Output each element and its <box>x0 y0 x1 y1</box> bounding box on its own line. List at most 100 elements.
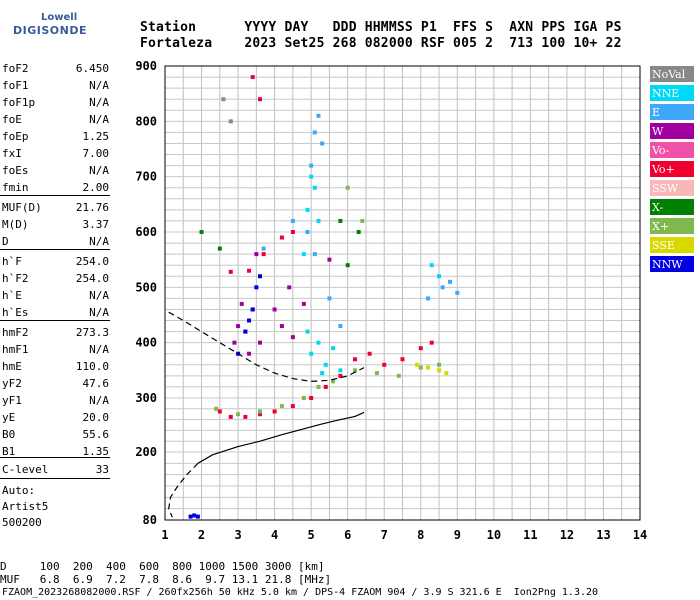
auto-code: 500200 <box>2 516 42 529</box>
echo-point-e <box>338 324 343 329</box>
echo-point-sse <box>437 368 442 373</box>
echo-point-nnw <box>195 514 200 519</box>
param-row: yE 20.0 <box>2 409 109 426</box>
param-name: yE <box>2 411 16 424</box>
echo-point-vo- <box>250 75 255 80</box>
echo-point-w <box>327 257 332 262</box>
echo-point-vo- <box>429 340 434 345</box>
echo-point-nne <box>316 218 321 223</box>
param-name: B1 <box>2 445 16 458</box>
echo-point-x- <box>316 384 321 389</box>
param-row: h`F 254.0 <box>2 253 109 270</box>
param-name: hmF1 <box>2 343 29 356</box>
param-row: foF2 6.450 <box>2 60 109 77</box>
echo-point-w <box>232 340 237 345</box>
param-separator <box>0 320 110 321</box>
param-separator <box>0 478 110 479</box>
param-separator <box>0 457 110 458</box>
echo-point-nne <box>331 346 336 351</box>
param-row: fxI 7.00 <box>2 145 109 162</box>
param-value: 6.450 <box>75 62 109 75</box>
param-value: 7.00 <box>82 147 110 160</box>
echo-point-x- <box>331 379 336 384</box>
legend-item: SSW <box>650 180 694 196</box>
echo-point-x- <box>236 412 241 417</box>
echo-point-nnw <box>192 513 197 518</box>
echo-point-vo- <box>228 414 233 419</box>
echo-point-e <box>305 230 310 234</box>
echo-point-x- <box>396 373 401 378</box>
param-row: h`F2 254.0 <box>2 270 109 287</box>
x-tick-label: 8 <box>417 528 424 542</box>
echo-point-w <box>247 351 252 356</box>
echo-point-e <box>309 163 314 168</box>
param-row: hmF1 N/A <box>2 341 109 358</box>
echo-point-nne <box>312 185 317 190</box>
echo-point-vo- <box>418 346 423 351</box>
echo-point-nnw <box>188 514 193 519</box>
legend-item: Vo- <box>650 142 694 158</box>
param-name: foEs <box>2 164 29 177</box>
echo-point-e <box>312 252 317 257</box>
echo-point-nne <box>338 368 343 373</box>
echo-point-nne <box>316 340 321 345</box>
param-value: 254.0 <box>75 272 109 285</box>
param-row: foE N/A <box>2 111 109 128</box>
echo-point-vo- <box>367 351 372 356</box>
echo-point-w <box>239 301 244 306</box>
logo-lowell: Lowell <box>41 12 78 23</box>
y-tick-label: 300 <box>135 391 157 405</box>
echo-point-nne <box>309 174 314 179</box>
profile-dashed-lower-line <box>168 462 199 518</box>
header-line-1: Station YYYY DAY DDD HHMMSS P1 FFS S AXN… <box>140 20 622 35</box>
echo-point-e <box>448 279 452 284</box>
param-row: h`Es N/A <box>2 304 109 321</box>
param-name: foE <box>2 113 22 126</box>
echo-point-x- <box>345 263 350 268</box>
x-tick-label: 1 <box>161 528 168 542</box>
echo-point-nnw <box>258 274 262 279</box>
echo-point-vo- <box>338 373 343 378</box>
param-row: B1 1.35 <box>2 443 109 460</box>
echo-point-x- <box>418 365 423 370</box>
echo-point-nne <box>320 371 325 376</box>
x-tick-label: 4 <box>271 528 278 542</box>
echo-point-vo- <box>323 384 328 389</box>
param-row: foF1p N/A <box>2 94 109 111</box>
echo-point-x- <box>279 404 284 409</box>
auto-label: Auto: <box>2 484 36 497</box>
profile-solid-line <box>197 411 365 464</box>
legend-item: E <box>650 104 694 120</box>
echo-point-w <box>287 285 292 290</box>
echo-point-x- <box>338 218 343 223</box>
y-tick-label: 500 <box>135 280 157 294</box>
echo-point-vo- <box>243 414 248 419</box>
param-value: 3.37 <box>82 218 110 231</box>
echo-point-e <box>426 296 431 301</box>
param-row: B0 55.6 <box>2 426 109 443</box>
echo-point-e <box>261 246 266 251</box>
param-name: foEp <box>2 130 29 143</box>
echo-point-nnw <box>247 318 252 323</box>
x-tick-label: 7 <box>381 528 388 542</box>
echo-point-e <box>455 290 460 295</box>
legend-item: NNW <box>650 256 694 272</box>
param-value: 55.6 <box>82 428 110 441</box>
footer-muf-row: MUF 6.8 6.9 7.2 7.8 8.6 9.7 13.1 21.8 [M… <box>0 573 332 586</box>
echo-point-e <box>320 141 325 146</box>
param-row: C-level 33 <box>2 461 109 478</box>
param-value: 2.00 <box>82 181 110 194</box>
param-name: h`E <box>2 289 22 302</box>
param-name: h`F2 <box>2 272 29 285</box>
echo-point-vo- <box>228 269 233 274</box>
param-row: h`E N/A <box>2 287 109 304</box>
echo-point-nnw <box>250 307 255 312</box>
echo-point-vo- <box>382 362 387 367</box>
echo-point-sse <box>426 365 431 370</box>
echo-point-sse <box>444 371 449 376</box>
param-value: N/A <box>89 343 109 356</box>
param-row: foF1 N/A <box>2 77 109 94</box>
chart-grid <box>164 66 641 520</box>
param-value: N/A <box>89 79 109 92</box>
y-tick-label: 600 <box>135 225 157 239</box>
